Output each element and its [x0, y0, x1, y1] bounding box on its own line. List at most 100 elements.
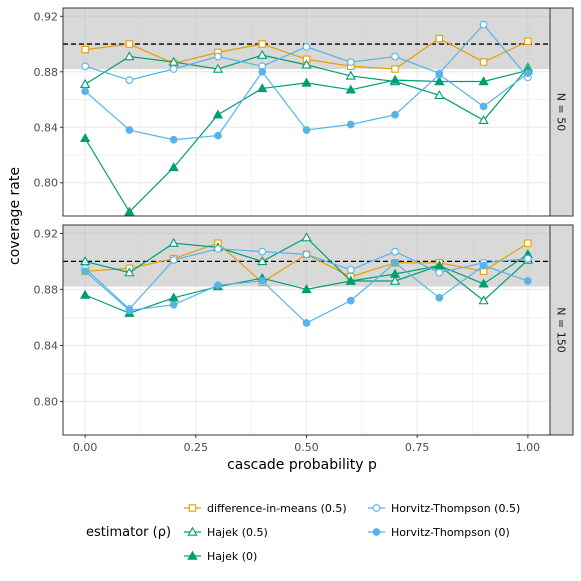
data-point: [434, 260, 445, 270]
data-point: [435, 34, 444, 43]
y-tick-label: 0.88: [34, 66, 59, 79]
data-point: [389, 275, 401, 285]
y-tick-label: 0.84: [34, 121, 59, 134]
legend-key-marker: [188, 504, 197, 512]
data-point: [169, 65, 178, 73]
facet-strip: [549, 7, 574, 217]
data-point: [478, 115, 489, 125]
data-point: [169, 135, 178, 144]
data-point: [125, 76, 134, 84]
x-tick-label: 0.00: [73, 441, 98, 454]
data-point: [301, 77, 312, 87]
data-point: [301, 59, 312, 69]
data-point: [124, 206, 135, 216]
facet-strip-label: N = 150: [555, 307, 568, 352]
data-series: [81, 244, 532, 313]
y-axis-title: coverage rate: [7, 167, 23, 265]
data-point: [302, 319, 311, 327]
data-point: [524, 239, 532, 247]
data-point: [258, 67, 267, 76]
data-point: [81, 45, 89, 54]
y-tick-label: 0.84: [34, 339, 59, 352]
data-point: [214, 281, 222, 290]
data-point: [258, 277, 267, 285]
data-point: [302, 250, 311, 259]
legend-label: difference-in-means (0.5): [207, 502, 347, 515]
data-point: [435, 268, 444, 277]
data-point: [391, 110, 399, 119]
data-point: [479, 102, 488, 111]
legend-item: difference-in-means (0.5): [184, 502, 347, 515]
data-point: [346, 58, 355, 66]
legend-item: Horvitz-Thompson (0): [368, 526, 510, 539]
data-point: [391, 258, 399, 267]
data-point: [124, 51, 135, 61]
legend-key-marker: [372, 504, 381, 512]
data-point: [168, 237, 179, 247]
x-tick-label: 1.00: [516, 441, 541, 454]
facet-panel: 0.80 0.84 0.88 0.92 N = 50: [34, 7, 574, 217]
data-point: [346, 265, 355, 274]
data-point: [79, 256, 91, 266]
data-point: [478, 278, 489, 288]
data-point: [302, 42, 311, 51]
legend-label: Horvitz-Thompson (0): [391, 526, 510, 539]
data-point: [124, 267, 135, 277]
data-series: [79, 49, 534, 125]
data-point: [168, 162, 179, 172]
data-point: [524, 37, 532, 46]
data-point: [125, 306, 134, 315]
legend-item: Hajek (0): [184, 550, 257, 563]
facet-strip-label: N = 50: [555, 93, 568, 131]
data-point: [434, 90, 445, 100]
data-point: [389, 268, 401, 278]
data-point: [258, 40, 266, 48]
data-point: [345, 84, 356, 94]
data-point: [212, 109, 224, 119]
y-tick-label: 0.80: [34, 395, 59, 408]
legend-label: Hajek (0.5): [207, 526, 268, 539]
legend-item: Hajek (0.5): [184, 526, 268, 539]
data-point: [346, 120, 355, 129]
data-point: [524, 69, 532, 78]
data-point: [125, 40, 134, 48]
data-point: [212, 63, 224, 73]
data-point: [479, 20, 488, 29]
data-point: [391, 247, 399, 256]
data-point: [346, 296, 355, 305]
data-series: [81, 67, 532, 144]
data-point: [125, 126, 134, 134]
data-point: [257, 49, 268, 59]
data-point: [434, 76, 445, 86]
data-point: [214, 131, 222, 140]
data-point: [81, 87, 89, 96]
data-point: [214, 244, 222, 253]
data-point: [435, 293, 444, 302]
x-tick-label: 0.75: [405, 441, 430, 454]
data-point: [479, 261, 488, 270]
data-point: [435, 70, 444, 79]
legend-label: Horvitz-Thompson (0.5): [391, 502, 520, 515]
legend-label: Hajek (0): [207, 550, 257, 563]
legend-key-marker: [187, 550, 198, 560]
data-point: [345, 275, 356, 285]
data-point: [258, 247, 267, 256]
data-point: [478, 295, 489, 305]
data-point: [478, 76, 489, 86]
data-point: [524, 277, 532, 285]
plot-layer: 0.80 0.84 0.88 0.92 N = 50 0.80 0.84 0.88 0.92 N …: [34, 7, 574, 454]
legend-title: estimator (ρ): [86, 525, 171, 540]
data-point: [345, 70, 356, 80]
data-point: [479, 58, 488, 66]
facet-strip: [549, 224, 574, 436]
data-point: [302, 126, 311, 134]
data-point: [214, 52, 222, 61]
data-point: [391, 52, 399, 61]
data-point: [257, 256, 268, 266]
x-tick-label: 0.50: [294, 441, 319, 454]
x-tick-label: 0.25: [184, 441, 209, 454]
data-series: [81, 34, 532, 73]
legend-item: Horvitz-Thompson (0.5): [368, 502, 520, 515]
data-point: [301, 284, 312, 294]
